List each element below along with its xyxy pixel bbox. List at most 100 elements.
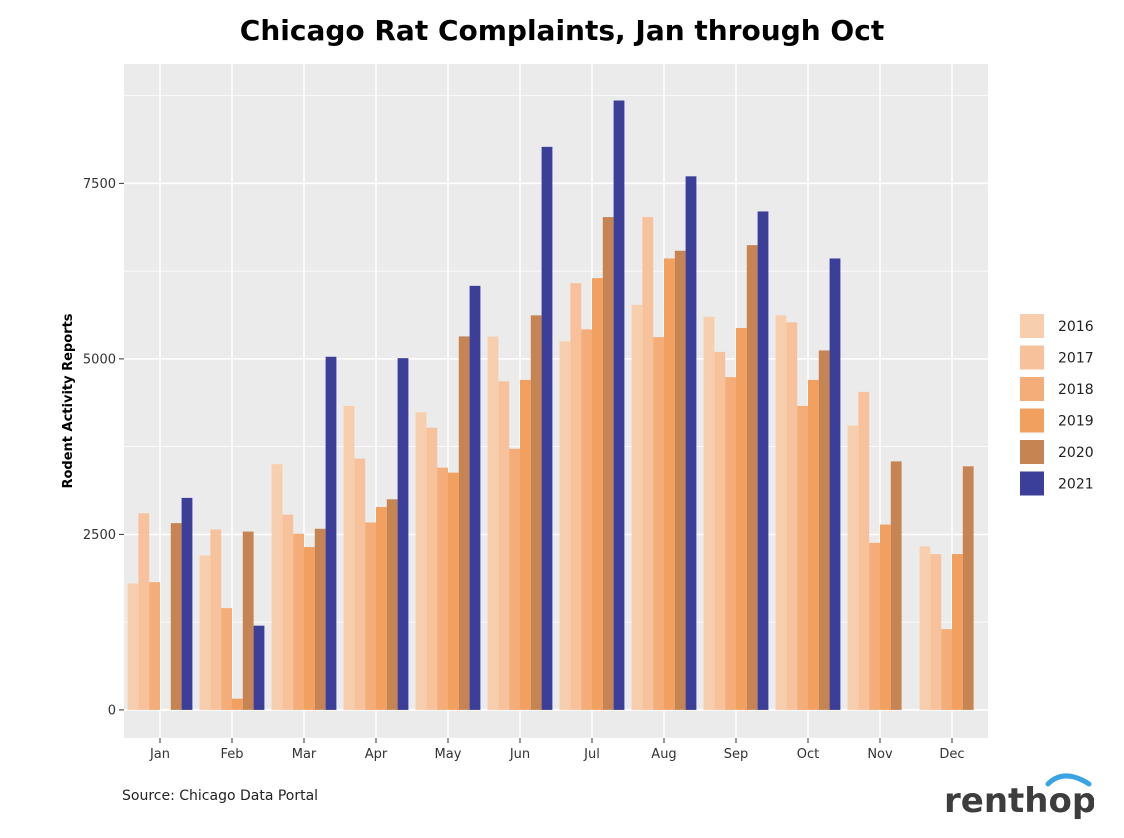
bar-2018-Oct	[797, 405, 808, 710]
legend-label-2021: 2021	[1058, 477, 1094, 493]
y-axis: 0 2500 5000 7500	[83, 177, 124, 718]
renthop-logo: renthop	[944, 773, 1094, 820]
bar-2021-Sep	[757, 211, 769, 710]
bar-2017-Oct	[786, 322, 798, 710]
bar-2020-Oct	[818, 350, 830, 710]
legend-label-2017: 2017	[1058, 351, 1094, 367]
bar-2019-Jun	[520, 379, 531, 710]
bar-2019-Apr	[376, 507, 387, 710]
legend-label-2020: 2020	[1058, 445, 1094, 461]
bar-2021-Apr	[397, 358, 409, 710]
bar-2019-Sep	[736, 327, 747, 710]
bar-2018-Feb	[221, 608, 232, 710]
bars	[127, 100, 974, 710]
source-note: Source: Chicago Data Portal	[122, 788, 319, 804]
bar-2019-Nov	[880, 524, 891, 710]
bar-2021-Jul	[613, 100, 625, 710]
bar-2017-May	[426, 427, 438, 710]
bar-2020-May	[458, 336, 470, 710]
bar-2018-Mar	[293, 533, 304, 710]
bar-2020-Aug	[674, 250, 686, 710]
bar-2017-Nov	[858, 391, 870, 710]
bar-2018-Apr	[365, 522, 376, 710]
bar-2020-Jun	[530, 315, 542, 710]
bar-2016-Sep	[703, 316, 715, 710]
x-tick-label-Sep: Sep	[724, 747, 749, 762]
x-tick-label-Feb: Feb	[220, 747, 243, 762]
bar-2020-Sep	[746, 245, 758, 710]
x-tick-label-Nov: Nov	[867, 747, 893, 762]
bar-2021-Mar	[325, 356, 337, 710]
bar-2018-Dec	[941, 629, 952, 710]
bar-2018-Aug	[653, 337, 664, 710]
bar-2016-Oct	[775, 315, 787, 710]
chart-title: Chicago Rat Complaints, Jan through Oct	[239, 14, 885, 47]
x-tick-label-Dec: Dec	[939, 747, 964, 762]
y-tick-label: 7500	[83, 177, 116, 192]
bar-2018-Jan	[149, 582, 160, 710]
plot-panel	[124, 64, 988, 738]
bar-2018-Jul	[581, 329, 592, 710]
x-tick-label-Oct: Oct	[797, 747, 819, 762]
bar-2018-Jun	[509, 448, 520, 710]
bar-2019-Mar	[304, 547, 315, 710]
bar-2018-May	[437, 467, 448, 710]
bar-2020-Jul	[602, 217, 614, 710]
bar-2016-Apr	[343, 405, 355, 710]
bar-2017-Jun	[498, 381, 510, 710]
bar-2020-Dec	[962, 466, 974, 710]
bar-2017-Jul	[570, 283, 582, 710]
bar-2021-Feb	[253, 625, 265, 710]
legend-swatch-2019	[1020, 408, 1044, 433]
legend-swatch-2021	[1020, 471, 1044, 496]
bar-2019-Dec	[952, 554, 963, 710]
bar-2017-Sep	[714, 351, 726, 710]
bar-2019-Oct	[808, 379, 819, 710]
bar-2017-Aug	[642, 217, 654, 710]
bar-2016-Feb	[199, 555, 211, 710]
legend-swatch-2018	[1020, 377, 1044, 401]
x-tick-label-Jun: Jun	[509, 747, 530, 762]
legend-swatch-2016	[1020, 314, 1044, 338]
x-tick-label-Jul: Jul	[583, 747, 600, 762]
bar-2019-Aug	[664, 258, 675, 710]
bar-2017-Jan	[138, 513, 150, 710]
x-tick-label-May: May	[435, 747, 462, 762]
bar-2018-Nov	[869, 542, 880, 710]
bar-2016-Nov	[847, 425, 859, 710]
x-tick-label-Aug: Aug	[651, 747, 676, 762]
y-tick-label: 2500	[83, 528, 116, 543]
bar-2019-May	[448, 472, 459, 710]
bar-2016-Jun	[487, 336, 499, 710]
bar-2017-Dec	[930, 554, 942, 710]
bar-2016-Mar	[271, 464, 283, 710]
legend-label-2016: 2016	[1058, 319, 1094, 335]
bar-2016-Jan	[127, 583, 139, 710]
y-axis-label: Rodent Activity Reports	[61, 313, 76, 488]
bar-2021-May	[469, 285, 481, 710]
bar-2021-Jun	[541, 146, 553, 710]
bar-2017-Mar	[282, 514, 294, 710]
x-tick-label-Jan: Jan	[149, 747, 170, 762]
bar-2019-Feb	[232, 698, 243, 710]
bar-2021-Aug	[685, 176, 697, 710]
bar-2020-Nov	[890, 461, 902, 710]
x-axis: Jan Feb Mar Apr May Jun Jul Aug Sep Oct Nov Dec	[149, 738, 965, 762]
legend-label-2019: 2019	[1058, 414, 1094, 430]
bar-2016-Jul	[559, 341, 571, 710]
bar-2021-Jan	[181, 497, 193, 710]
y-tick-label: 0	[108, 703, 116, 718]
bar-2019-Jul	[592, 278, 603, 710]
legend: 2016 2017 2018 2019 2020 2021	[1020, 314, 1094, 496]
bar-2018-Sep	[725, 377, 736, 710]
y-tick-label: 5000	[83, 352, 116, 367]
legend-swatch-2020	[1020, 440, 1044, 464]
bar-2020-Mar	[314, 528, 326, 710]
bar-2020-Jan	[170, 523, 182, 710]
legend-label-2018: 2018	[1058, 382, 1094, 398]
bar-2020-Apr	[386, 499, 398, 710]
bar-2016-May	[415, 412, 427, 710]
x-tick-label-Mar: Mar	[292, 747, 317, 762]
x-tick-label-Apr: Apr	[365, 747, 388, 762]
